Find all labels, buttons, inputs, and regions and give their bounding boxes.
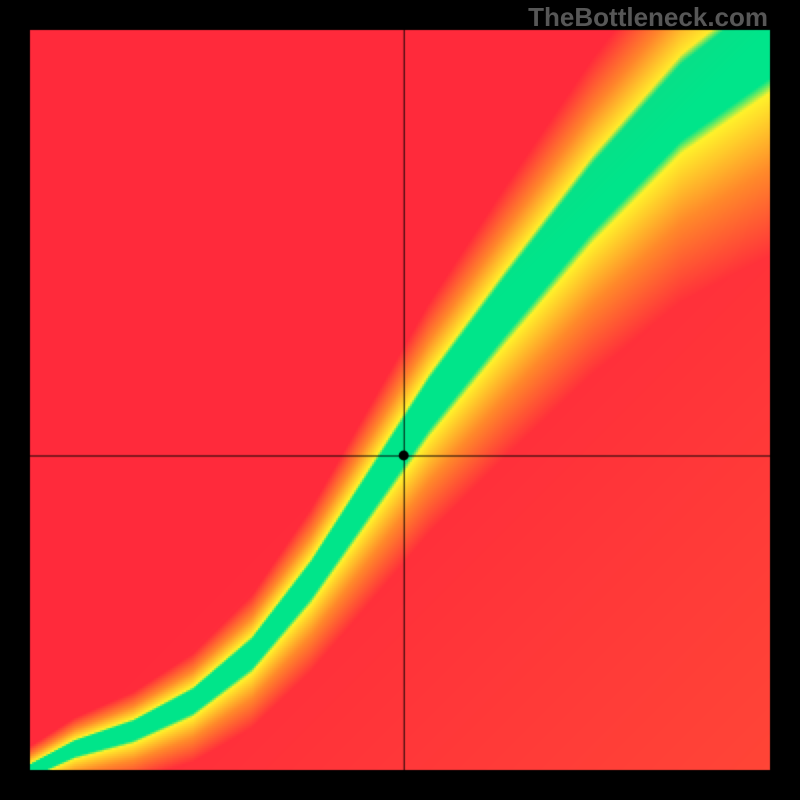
watermark-text: TheBottleneck.com <box>528 2 768 33</box>
heatmap-canvas <box>0 0 800 800</box>
chart-container: TheBottleneck.com <box>0 0 800 800</box>
